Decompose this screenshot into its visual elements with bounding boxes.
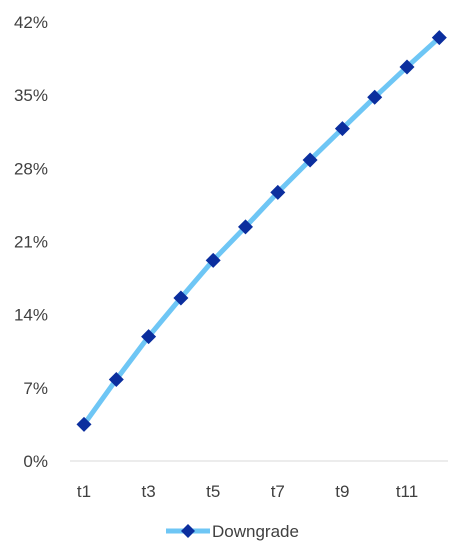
data-point-marker xyxy=(270,184,286,200)
data-point-marker xyxy=(334,121,350,137)
data-point-marker xyxy=(399,59,415,75)
x-tick-labels: t1 t3 t5 t7 t9 t11 xyxy=(77,482,418,501)
y-tick-labels: 0% 7% 14% 21% 28% 35% 42% xyxy=(14,13,48,471)
y-tick-label: 35% xyxy=(14,86,48,105)
series-line-downgrade xyxy=(81,35,442,427)
data-point-marker xyxy=(108,371,124,387)
legend-diamond-marker-icon xyxy=(181,524,195,538)
series-markers-downgrade xyxy=(76,30,447,432)
data-point-marker xyxy=(205,252,221,268)
x-tick-label: t1 xyxy=(77,482,91,501)
x-tick-label: t5 xyxy=(206,482,220,501)
y-tick-label: 21% xyxy=(14,233,48,252)
y-tick-label: 14% xyxy=(14,306,48,325)
data-point-marker xyxy=(431,30,447,46)
data-point-marker xyxy=(141,329,157,345)
data-point-marker xyxy=(302,152,318,168)
x-tick-label: t11 xyxy=(396,482,418,501)
y-tick-label: 7% xyxy=(23,379,48,398)
data-point-marker xyxy=(238,219,253,235)
data-point-marker xyxy=(367,89,383,105)
x-tick-label: t3 xyxy=(142,482,156,501)
data-point-marker xyxy=(76,416,92,432)
legend-label: Downgrade xyxy=(212,522,299,541)
y-tick-label: 28% xyxy=(14,159,48,178)
y-tick-label: 42% xyxy=(14,13,48,32)
y-tick-label: 0% xyxy=(23,452,48,471)
x-tick-label: t9 xyxy=(335,482,349,501)
data-point-marker xyxy=(173,290,189,306)
x-tick-label: t7 xyxy=(271,482,285,501)
legend: Downgrade xyxy=(166,522,299,541)
